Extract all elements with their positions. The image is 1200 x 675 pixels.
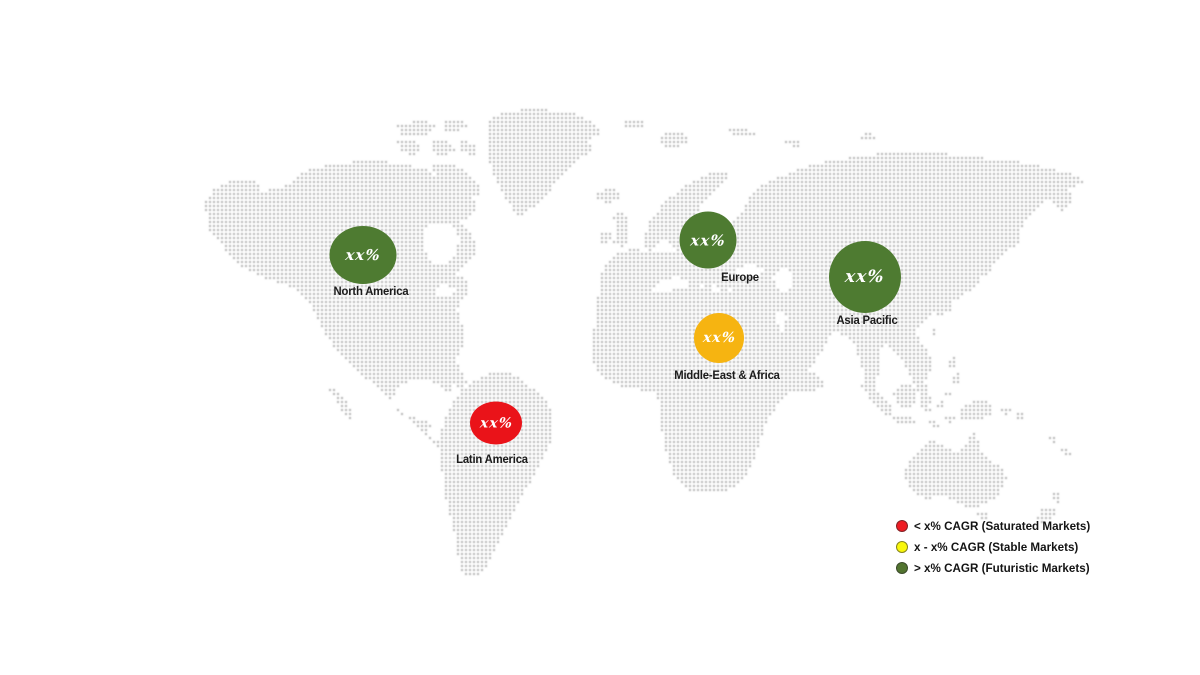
region-value: xx% xyxy=(344,246,382,264)
region-value: xx% xyxy=(689,231,727,249)
green-circle-icon xyxy=(896,562,908,574)
legend-label: > x% CAGR (Futuristic Markets) xyxy=(914,561,1090,575)
legend-item-futuristic: > x% CAGR (Futuristic Markets) xyxy=(896,561,1096,575)
region-bubble-latin-america[interactable]: xx% xyxy=(470,401,522,445)
region-bubble-north-america[interactable]: xx% xyxy=(329,226,397,284)
region-value: xx% xyxy=(844,267,886,287)
region-label-latin-america: Latin America xyxy=(456,452,528,466)
region-label-europe: Europe xyxy=(721,270,759,284)
legend-item-saturated: < x% CAGR (Saturated Markets) xyxy=(896,519,1096,533)
region-label-middle-east-africa: Middle-East & Africa xyxy=(674,368,780,382)
region-label-north-america: North America xyxy=(333,284,409,298)
region-value: xx% xyxy=(701,330,737,346)
yellow-circle-icon xyxy=(896,541,908,553)
legend-item-stable: x - x% CAGR (Stable Markets) xyxy=(896,540,1096,554)
region-label-asia-pacific: Asia Pacific xyxy=(836,313,898,327)
red-circle-icon xyxy=(896,520,908,532)
cagr-legend: < x% CAGR (Saturated Markets) x - x% CAG… xyxy=(896,519,1096,582)
region-bubble-middle-east-africa[interactable]: xx% xyxy=(694,313,744,363)
legend-label: x - x% CAGR (Stable Markets) xyxy=(914,540,1079,554)
region-value: xx% xyxy=(478,415,514,431)
legend-label: < x% CAGR (Saturated Markets) xyxy=(914,519,1091,533)
region-bubble-asia-pacific[interactable]: xx% xyxy=(829,241,901,313)
region-bubble-europe[interactable]: xx% xyxy=(679,211,737,269)
